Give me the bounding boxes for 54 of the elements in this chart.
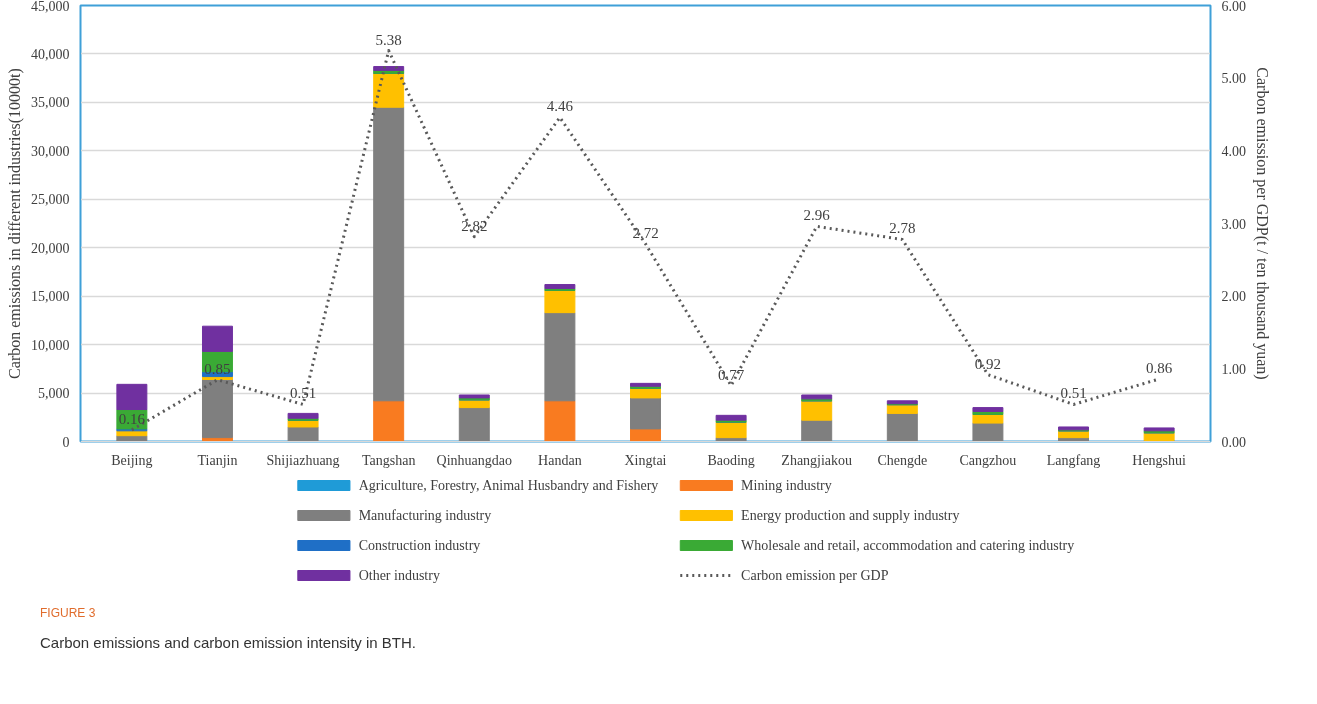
legend-label: Energy production and supply industry (741, 508, 960, 523)
y2-tick-label: 6.00 (1221, 0, 1246, 14)
legend-label: Carbon emission per GDP (741, 568, 889, 583)
y-tick-label: 30,000 (31, 143, 70, 159)
data-label: 0.77 (717, 366, 745, 383)
x-tick-label: Beijing (111, 452, 153, 468)
x-tick-label: Xingtai (624, 452, 667, 468)
x-tick-label: Qinhuangdao (436, 452, 513, 468)
data-label: 0.92 (974, 355, 1002, 372)
y2-tick-label: 1.00 (1221, 361, 1246, 377)
y-tick-label: 45,000 (31, 0, 70, 14)
data-label: 4.46 (546, 98, 574, 115)
legend-label: Mining industry (741, 478, 832, 493)
x-tick-label: Baoding (707, 452, 755, 468)
y2-tick-label: 3.00 (1221, 216, 1246, 232)
data-label: 0.16 (118, 410, 146, 427)
legend-label: Wholesale and retail, accommodation and catering industry (741, 538, 1075, 553)
y-tick-label: 40,000 (31, 46, 70, 62)
y-tick-label: 10,000 (31, 337, 70, 353)
caption: FIGURE 3 (40, 605, 96, 622)
legend-label: Construction industry (358, 538, 481, 553)
data-label: 0.51 (1060, 385, 1087, 402)
data-label: 2.72 (632, 224, 659, 241)
data-label: 2.96 (803, 207, 831, 224)
y2-tick-label: 5.00 (1221, 71, 1246, 87)
y-tick-label: 25,000 (31, 192, 70, 208)
y-axis-title: Carbon emissions in different industries(10000t) (6, 68, 24, 379)
data-label: 2.82 (461, 217, 488, 234)
x-tick-label: Langfang (1046, 452, 1101, 468)
x-tick-label: Cangzhou (959, 452, 1017, 468)
x-tick-label: Shijiazhuang (266, 452, 340, 468)
y2-tick-label: 2.00 (1221, 289, 1246, 305)
x-tick-label: Chengde (877, 452, 928, 468)
x-tick-label: Handan (538, 452, 582, 468)
y2-tick-label: 0.00 (1221, 434, 1246, 450)
text: Carbon emissions and carbon emission intensity in BTH. (40, 633, 417, 654)
x-tick-label: Tianjin (197, 452, 238, 468)
legend-label: Agriculture, Forestry, Animal Husbandry and Fishery (358, 478, 659, 493)
x-tick-label: Zhangjiakou (781, 452, 853, 468)
data-label: 2.78 (889, 220, 916, 237)
y-tick-label: 15,000 (31, 289, 70, 305)
y-tick-label: 0 (62, 434, 70, 450)
x-tick-label: Hengshui (1132, 452, 1187, 468)
x-tick-label: Tangshan (361, 452, 416, 468)
legend-label: Manufacturing industry (358, 508, 492, 523)
y2-tick-label: 4.00 (1221, 143, 1246, 159)
y2-axis-title: Carbon emission per GDP(t / ten thousand yuan) (1253, 67, 1271, 380)
data-label: 0.86 (1146, 360, 1173, 377)
y-tick-label: 20,000 (31, 240, 70, 256)
y-tick-label: 5,000 (38, 386, 70, 402)
data-label: 5.38 (375, 31, 402, 48)
y-tick-label: 35,000 (31, 95, 70, 111)
data-label: 0.51 (289, 385, 317, 402)
legend-label: Other industry (358, 568, 440, 583)
